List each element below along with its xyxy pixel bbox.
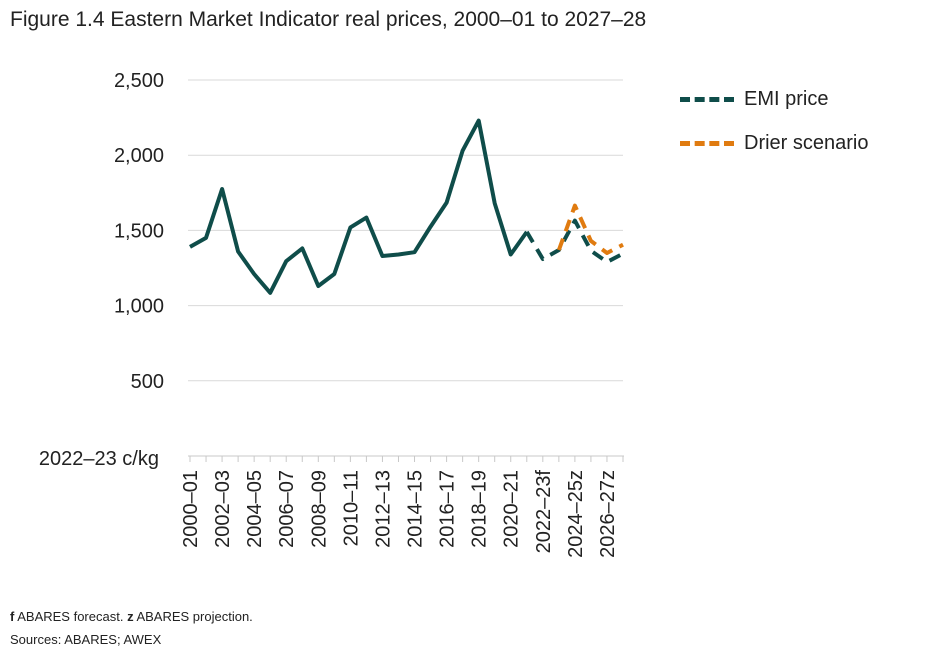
legend-label-drier-scenario: Drier scenario: [744, 131, 869, 154]
series-emi-price-dashed: [525, 218, 624, 264]
y-tick-label: 500: [131, 371, 164, 393]
legend-swatch-emi-price: [680, 96, 734, 102]
series-drier-scenario-dashed: [557, 203, 624, 255]
legend: EMI price Drier scenario: [680, 84, 868, 172]
y-axis-unit-label: 2022–23 c/kg: [39, 448, 159, 470]
x-tick-label: 2022–23f: [533, 470, 555, 554]
x-tick-label: 2016–17: [437, 470, 459, 548]
x-tick-label: 2024–25z: [565, 470, 587, 558]
series-emi-price-solid: [189, 118, 529, 295]
x-tick-label: 2002–03: [212, 470, 234, 548]
y-tick-label: 2,000: [114, 145, 164, 167]
y-tick-label: 1,000: [114, 296, 164, 318]
y-tick-label: 2,500: [114, 70, 164, 92]
y-axis-labels: 500 1,000 1,500 2,000 2,500: [114, 70, 164, 393]
footnote-z-text: ABARES projection.: [133, 609, 253, 624]
x-tick-label: 2004–05: [244, 470, 266, 548]
footnote: f ABARES forecast. z ABARES projection.: [10, 609, 253, 624]
footnote-z-marker: z: [127, 609, 134, 624]
legend-item-drier-scenario: Drier scenario: [680, 128, 868, 158]
gridlines: [188, 79, 623, 382]
sources: Sources: ABARES; AWEX: [10, 632, 162, 647]
y-tick-label: 1,500: [114, 220, 164, 242]
chart-title: Figure 1.4 Eastern Market Indicator real…: [10, 8, 647, 31]
legend-swatch-drier-scenario: [680, 140, 734, 146]
series-lines: [189, 118, 624, 295]
footnote-f-marker: f: [10, 609, 15, 624]
x-tick-label: 2014–15: [405, 470, 427, 548]
footnote-f-text: ABARES forecast.: [14, 609, 128, 624]
x-tick-label: 2020–21: [501, 470, 523, 548]
x-tick-label: 2008–09: [308, 470, 330, 548]
x-tick-label: 2010–11: [340, 470, 362, 546]
x-tick-label: 2006–07: [276, 470, 298, 548]
x-tick-label: 2000–01: [180, 470, 202, 548]
x-axis: [188, 455, 624, 462]
legend-label-emi-price: EMI price: [744, 87, 829, 110]
x-axis-labels: 2000–01 2002–03 2004–05 2006–07 2008–09 2010–…: [180, 470, 619, 558]
x-tick-label: 2026–27z: [597, 470, 619, 558]
x-tick-label: 2018–19: [469, 470, 491, 548]
legend-item-emi-price: EMI price: [680, 84, 868, 114]
x-tick-label: 2012–13: [372, 470, 394, 548]
